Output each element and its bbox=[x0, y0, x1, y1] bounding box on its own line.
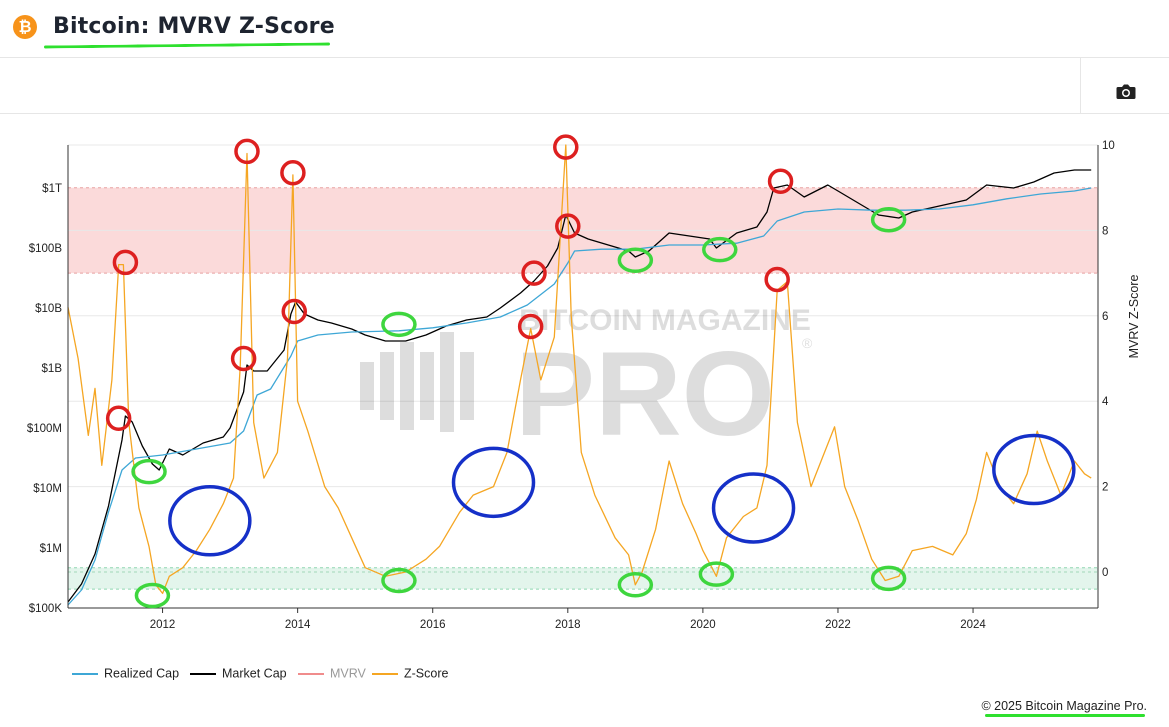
x-tick-label: 2014 bbox=[285, 619, 311, 631]
title-underline-annotation bbox=[43, 42, 331, 49]
green-circle-annotation bbox=[381, 311, 417, 338]
blue-loop-annotation bbox=[451, 446, 536, 519]
toolbar-camera-cell bbox=[1080, 57, 1169, 113]
x-tick-label: 2018 bbox=[555, 619, 581, 631]
chart-axes: $100K $1M $10M $100M $1B $10B $100B $1T 0 2 4 6 8 10 M… bbox=[27, 140, 1141, 631]
legend-item-market-cap[interactable]: Market Cap bbox=[190, 666, 287, 681]
legend-swatch-market-cap bbox=[190, 672, 216, 675]
red-circle-annotation bbox=[234, 138, 260, 165]
red-circle-annotation bbox=[764, 266, 790, 293]
green-circle-annotation bbox=[134, 582, 171, 609]
left-tick-label: $10M bbox=[33, 483, 62, 495]
legend-label: Realized Cap bbox=[104, 666, 180, 681]
red-circle-annotation bbox=[230, 345, 257, 372]
red-circle-annotation bbox=[553, 134, 579, 160]
zone-undervalued bbox=[68, 567, 1098, 590]
red-circle-annotation bbox=[517, 313, 544, 340]
x-tick-label: 2016 bbox=[420, 619, 446, 631]
legend-swatch-z-score bbox=[372, 672, 398, 675]
left-tick-label: $1T bbox=[42, 183, 62, 195]
left-tick-label: $10B bbox=[35, 303, 62, 315]
green-circle-annotation bbox=[702, 236, 738, 263]
red-circle-annotation bbox=[105, 405, 132, 432]
red-circle-annotation bbox=[112, 249, 139, 276]
watermark-line1: BITCOIN MAGAZINE bbox=[519, 304, 811, 337]
red-circle-annotation bbox=[555, 213, 581, 239]
hand-drawn-annotations bbox=[105, 134, 1076, 609]
green-circle-annotation bbox=[617, 247, 654, 274]
x-tick-label: 2020 bbox=[690, 619, 716, 631]
right-tick-label: 4 bbox=[1102, 396, 1109, 408]
right-tick-label: 10 bbox=[1102, 140, 1115, 152]
legend-label: MVRV bbox=[330, 666, 366, 681]
x-tick-label: 2022 bbox=[825, 619, 851, 631]
legend-item-realized-cap[interactable]: Realized Cap bbox=[72, 666, 179, 681]
left-tick-label: $100K bbox=[29, 603, 63, 615]
footer-underline-annotation bbox=[985, 714, 1145, 717]
legend-item-z-score[interactable]: Z-Score bbox=[372, 666, 448, 681]
right-tick-label: 0 bbox=[1102, 567, 1108, 579]
legend-label: Z-Score bbox=[404, 666, 449, 681]
green-circle-annotation bbox=[870, 565, 907, 592]
legend-label: Market Cap bbox=[222, 666, 287, 681]
red-circle-annotation bbox=[281, 298, 308, 325]
bitcoin-icon: ₿ bbox=[13, 15, 37, 39]
header: ₿ Bitcoin: MVRV Z-Score bbox=[0, 0, 1169, 58]
watermark-line2: PRO bbox=[515, 327, 775, 461]
legend-swatch-mvrv bbox=[298, 672, 324, 675]
series-z-score bbox=[67, 144, 1092, 595]
camera-icon[interactable] bbox=[1115, 83, 1137, 101]
left-tick-label: $1B bbox=[42, 363, 63, 375]
blue-loop-annotation bbox=[992, 433, 1076, 506]
x-tick-label: 2012 bbox=[150, 619, 176, 631]
toolbar bbox=[0, 57, 1169, 114]
watermark-registered: ® bbox=[802, 335, 813, 351]
right-axis-title: MVRV Z-Score bbox=[1127, 275, 1141, 359]
legend-swatch-realized-cap bbox=[72, 672, 98, 675]
green-circle-annotation bbox=[381, 567, 417, 594]
x-tick-label: 2024 bbox=[960, 619, 986, 631]
green-circle-annotation bbox=[698, 561, 735, 587]
left-tick-label: $100B bbox=[29, 243, 63, 255]
right-tick-label: 6 bbox=[1102, 311, 1108, 323]
red-circle-annotation bbox=[280, 160, 306, 186]
blue-loop-annotation bbox=[168, 485, 252, 557]
series-market-cap bbox=[67, 169, 1092, 603]
page-title: Bitcoin: MVRV Z-Score bbox=[53, 14, 335, 39]
green-circle-annotation bbox=[870, 206, 907, 233]
right-tick-label: 2 bbox=[1102, 482, 1108, 494]
green-circle-annotation bbox=[131, 458, 167, 485]
red-circle-annotation bbox=[767, 168, 794, 195]
left-tick-label: $100M bbox=[27, 423, 62, 435]
copyright-footer: © 2025 Bitcoin Magazine Pro. bbox=[981, 699, 1147, 713]
legend-item-mvrv[interactable]: MVRV bbox=[298, 666, 366, 681]
blue-loop-annotation bbox=[711, 472, 796, 544]
mvrv-chart: BITCOIN MAGAZINE PRO ® $100K $1M $10M $100M… bbox=[27, 134, 1141, 631]
watermark: BITCOIN MAGAZINE PRO ® bbox=[360, 304, 813, 461]
red-circle-annotation bbox=[521, 260, 547, 286]
left-tick-label: $1M bbox=[40, 543, 62, 555]
watermark-logo-icon bbox=[360, 332, 474, 432]
right-tick-label: 8 bbox=[1102, 225, 1108, 237]
green-circle-annotation bbox=[617, 572, 654, 598]
